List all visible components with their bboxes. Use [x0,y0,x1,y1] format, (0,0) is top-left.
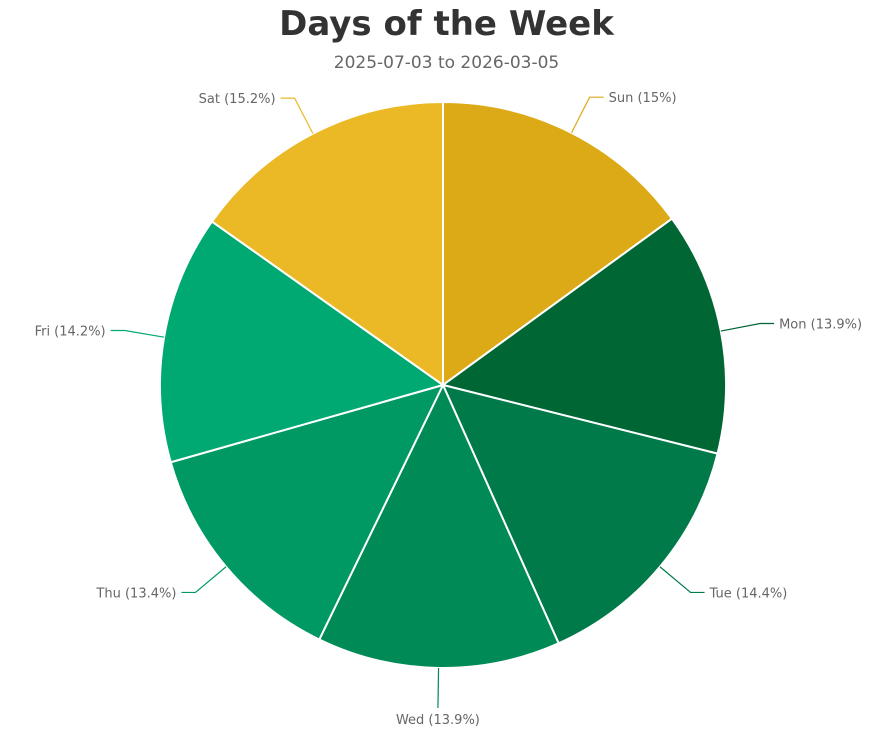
pie-label-wed: Wed (13.9%) [396,713,480,728]
pie-label-thu: Thu (13.4%) [95,586,176,601]
pie-connector-fri [110,329,165,338]
chart-subtitle: 2025-07-03 to 2026-03-05 [333,53,560,73]
pie-connector-sun [570,96,604,134]
pie-connector-wed [437,667,440,708]
pie-slice-tue[interactable] [442,384,719,645]
pie-connector-mon [720,322,775,332]
pie-connector-tue [659,566,705,594]
pie-label-mon: Mon (13.9%) [779,317,862,332]
pie-connector-sat [280,97,314,134]
pie-label-tue: Tue (14.4%) [709,586,788,601]
pie-label-sun: Sun (15%) [609,91,677,106]
pie-connector-thu [181,566,227,594]
pie-label-sat: Sat (15.2%) [199,92,276,107]
pie-label-fri: Fri (14.2%) [35,324,106,339]
pie-slices [159,101,727,669]
pie-slice-sat[interactable] [210,101,444,386]
pie-slice-thu[interactable] [169,384,444,641]
pie-slice-fri[interactable] [159,220,444,464]
chart-title: Days of the Week [279,4,614,44]
pie-labels: Sun (15%) Mon (13.9%) Tue (14.4%) Wed (13.9… [35,91,862,728]
